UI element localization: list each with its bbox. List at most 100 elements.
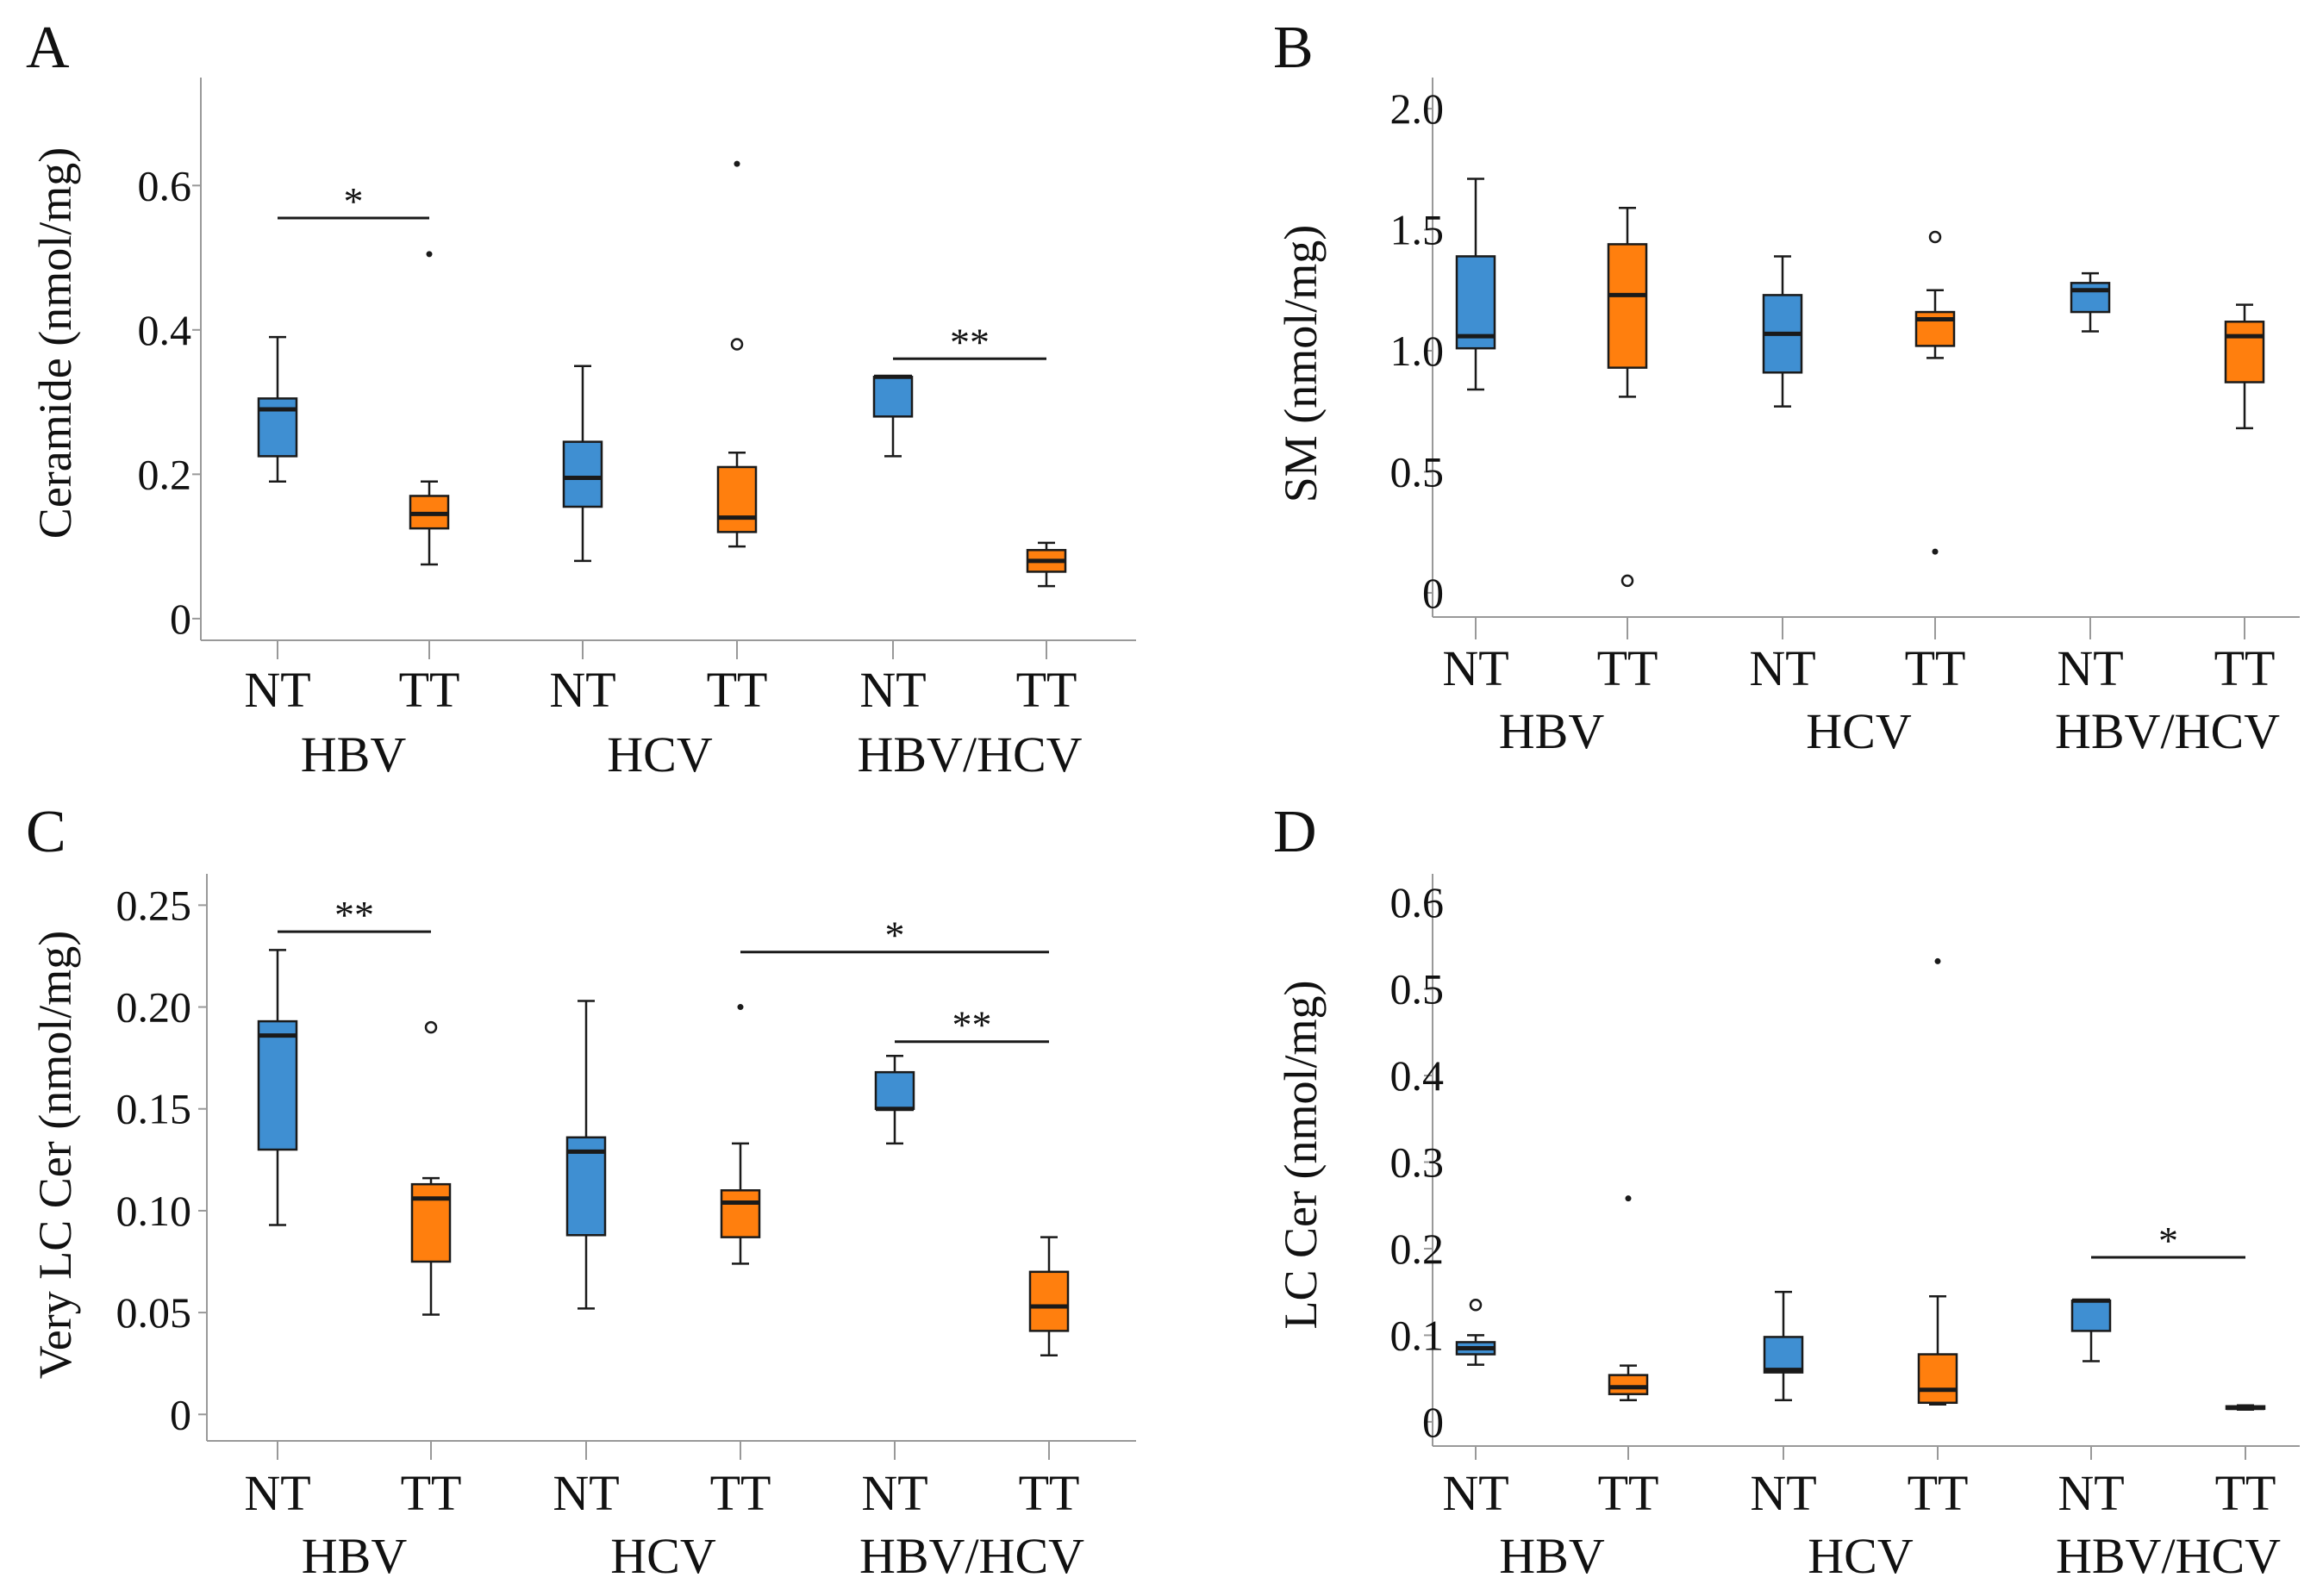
box-body [720, 1189, 761, 1238]
significance-stars: ** [952, 1003, 992, 1047]
y-tick-label: 0.4 [138, 306, 192, 354]
x-tick-label: NT [2058, 1465, 2124, 1521]
x-tick-label: NT [859, 662, 926, 718]
y-tick-label: 2.0 [1390, 84, 1445, 133]
box-tt-hbv [409, 251, 450, 566]
box-body [716, 465, 758, 533]
x-tick-label: TT [710, 1465, 771, 1521]
y-tick-label: 0.10 [116, 1187, 192, 1235]
x-tick-label: TT [1905, 640, 1966, 696]
y-tick-label: 1.0 [1390, 327, 1445, 375]
outlier-circle [1469, 1299, 1483, 1312]
y-tick-label: 0 [170, 1390, 191, 1438]
y-tick-label: 0.2 [1390, 1225, 1445, 1273]
significance-stars: ** [334, 893, 374, 937]
x-tick-label: TT [399, 662, 460, 718]
box-nt-hcv [565, 1000, 607, 1310]
y-tick-label: 0.15 [116, 1085, 192, 1133]
panel-b: B SM (nmol/mg) 0 0.5 1.0 1.5 2.0 NT TT NT TT NT TT HB… [1273, 15, 2300, 759]
y-axis-label: LC Cer (nmol/mg) [1275, 981, 1327, 1330]
box-tt-hbv-hcv [2224, 303, 2265, 430]
x-tick-label: NT [244, 662, 310, 718]
y-tick-label: 0.6 [1390, 878, 1445, 926]
box-body [1608, 1374, 1649, 1395]
x-tick-label: TT [1016, 662, 1077, 718]
group-label: HBV [1499, 1528, 1605, 1584]
y-tick-label: 0.3 [1390, 1138, 1445, 1186]
group-label: HBV [1499, 703, 1605, 759]
x-tick-label: TT [2214, 640, 2276, 696]
panel-a: A Ceramide (nmol/mg) 0 0.2 0.4 0.6 NT TT NT TT NT T… [26, 15, 1136, 782]
box-body [257, 1019, 298, 1151]
outlier-star [737, 1004, 744, 1011]
y-tick-label: 0.2 [138, 450, 192, 498]
group-label: HCV [607, 726, 713, 782]
box-tt-hbv-hcv [2225, 1404, 2266, 1412]
panel-d: D LC Cer (nmol/mg) 0 0.1 0.2 0.3 0.4 0.5 0.6 NT TT… [1273, 799, 2300, 1584]
panel-letter: B [1273, 15, 1314, 81]
outlier-star [734, 160, 740, 167]
significance-stars: * [885, 913, 905, 957]
outlier-star [1625, 1195, 1632, 1202]
box-nt-hbv [1455, 178, 1496, 391]
y-axis-label: Very LC Cer (nmol/mg) [29, 931, 81, 1379]
outlier-star [1932, 548, 1939, 555]
x-tick-label: TT [2215, 1465, 2276, 1521]
y-tick-label: 0.1 [1390, 1311, 1445, 1359]
outlier-circle [1620, 574, 1634, 588]
box-body [2070, 282, 2111, 314]
outlier-circle [424, 1020, 438, 1034]
box-tt-hcv [716, 160, 758, 548]
box-tt-hcv [1917, 957, 1958, 1406]
x-tick-label: TT [707, 662, 768, 718]
box-body [562, 440, 603, 508]
x-tick-label: NT [1442, 1465, 1508, 1521]
y-tick-label: 0 [170, 595, 191, 643]
y-tick-label: 0.5 [1390, 965, 1445, 1013]
x-tick-label: NT [1442, 640, 1508, 696]
y-tick-label: 0.5 [1390, 447, 1445, 496]
box-nt-hbv-hcv [2070, 271, 2111, 333]
significance-stars: ** [950, 320, 990, 364]
x-tick-label: NT [2057, 640, 2123, 696]
group-label: HBV [301, 726, 407, 782]
panel-letter: C [26, 799, 66, 865]
box-tt-hbv-hcv [1028, 1236, 1070, 1356]
y-tick-label: 0 [1422, 1398, 1444, 1446]
box-body [1914, 310, 1956, 347]
box-tt-hcv [1914, 230, 1956, 555]
group-label: HBV/HCV [2056, 1528, 2281, 1584]
box-nt-hcv [1763, 1290, 1804, 1402]
box-nt-hcv [1762, 255, 1803, 408]
group-label: HCV [1806, 703, 1912, 759]
y-axis-label: Ceramide (nmol/mg) [29, 147, 81, 539]
x-tick-label: NT [553, 1465, 619, 1521]
box-body [2070, 1299, 2112, 1332]
x-tick-label: NT [861, 1465, 927, 1521]
group-label: HCV [1808, 1528, 1914, 1584]
box-body [410, 1182, 452, 1263]
box-tt-hbv [410, 1020, 452, 1316]
box-tt-hbv [1608, 1195, 1649, 1402]
box-body [1917, 1353, 1958, 1405]
significance-stars: * [2158, 1219, 2178, 1262]
box-nt-hbv [257, 949, 298, 1226]
panel-letter: D [1273, 799, 1317, 865]
box-nt-hbv-hcv [2070, 1298, 2112, 1362]
x-tick-label: TT [1019, 1465, 1080, 1521]
x-tick-label: TT [1908, 1465, 1969, 1521]
group-label: HBV [302, 1528, 408, 1584]
y-tick-label: 0 [1422, 569, 1444, 617]
y-axis-label: SM (nmol/mg) [1275, 225, 1327, 503]
y-tick-label: 0.05 [116, 1288, 192, 1337]
box-tt-hbv-hcv [1026, 541, 1067, 588]
group-label: HBV/HCV [857, 726, 1082, 782]
group-label: HBV/HCV [2055, 703, 2280, 759]
outlier-circle [730, 338, 744, 351]
box-nt-hbv-hcv [874, 1055, 915, 1145]
x-tick-label: NT [1750, 1465, 1816, 1521]
panel-c: C Very LC Cer (nmol/mg) 0 0.05 0.10 0.15 0.20 0… [26, 799, 1136, 1584]
box-tt-hcv [720, 1004, 761, 1265]
x-tick-label: TT [1597, 640, 1658, 696]
